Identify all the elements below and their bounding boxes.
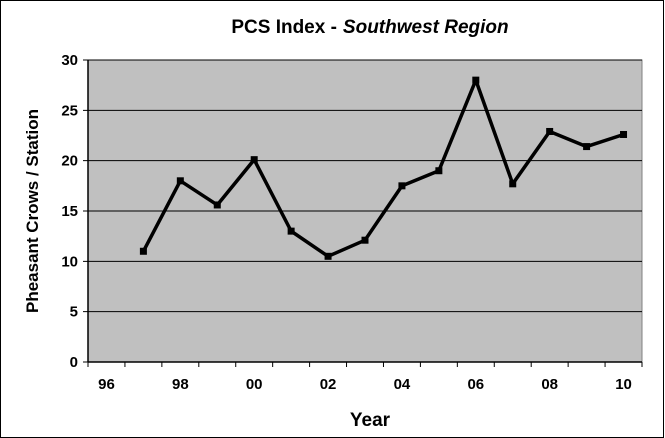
data-point (176, 177, 184, 185)
data-line (141, 78, 625, 259)
data-point (287, 227, 295, 235)
y-tick-label: 30 (61, 52, 78, 69)
data-point (583, 143, 591, 151)
y-tick-label: 25 (61, 102, 78, 119)
data-point (324, 252, 332, 260)
data-point (398, 182, 406, 190)
x-tick-label: 10 (615, 376, 632, 393)
data-point (546, 127, 554, 135)
title-main: PCS Index - (231, 17, 337, 38)
data-point (509, 180, 517, 188)
chart-title: PCS Index - Southwest Region (231, 17, 508, 38)
data-point (435, 167, 443, 175)
data-point (620, 130, 628, 138)
data-point (472, 76, 480, 84)
x-tick-label: 00 (246, 376, 263, 393)
data-point (213, 201, 221, 209)
data-point (250, 156, 258, 164)
title-region: Southwest Region (343, 17, 509, 38)
y-tick-label: 10 (61, 253, 78, 270)
x-tick-label: 06 (467, 376, 484, 393)
x-tick-label: 02 (320, 376, 337, 393)
y-tick-label: 20 (61, 153, 78, 170)
x-axis-label: Year (350, 410, 391, 431)
x-tick-label: 96 (98, 376, 115, 393)
y-tick-label: 0 (70, 354, 78, 371)
y-tick-label: 15 (61, 203, 78, 220)
x-tick-label: 08 (541, 376, 558, 393)
x-tick-label: 04 (394, 376, 411, 393)
y-axis-label: Pheasant Crows / Station (23, 109, 42, 313)
y-tick-label: 5 (70, 304, 78, 321)
data-point (139, 247, 147, 255)
x-tick-label: 98 (172, 376, 189, 393)
data-point (361, 236, 369, 244)
